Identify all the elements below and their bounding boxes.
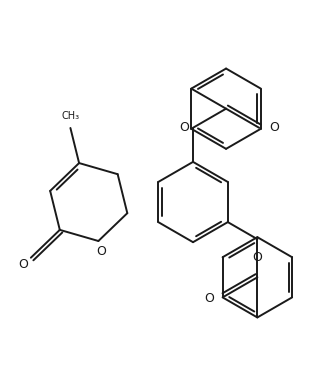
Text: O: O <box>204 292 214 305</box>
Text: O: O <box>19 258 28 271</box>
Text: O: O <box>179 121 189 134</box>
Text: O: O <box>96 245 106 258</box>
Text: O: O <box>269 121 279 134</box>
Text: O: O <box>252 251 262 264</box>
Text: CH₃: CH₃ <box>61 111 79 121</box>
